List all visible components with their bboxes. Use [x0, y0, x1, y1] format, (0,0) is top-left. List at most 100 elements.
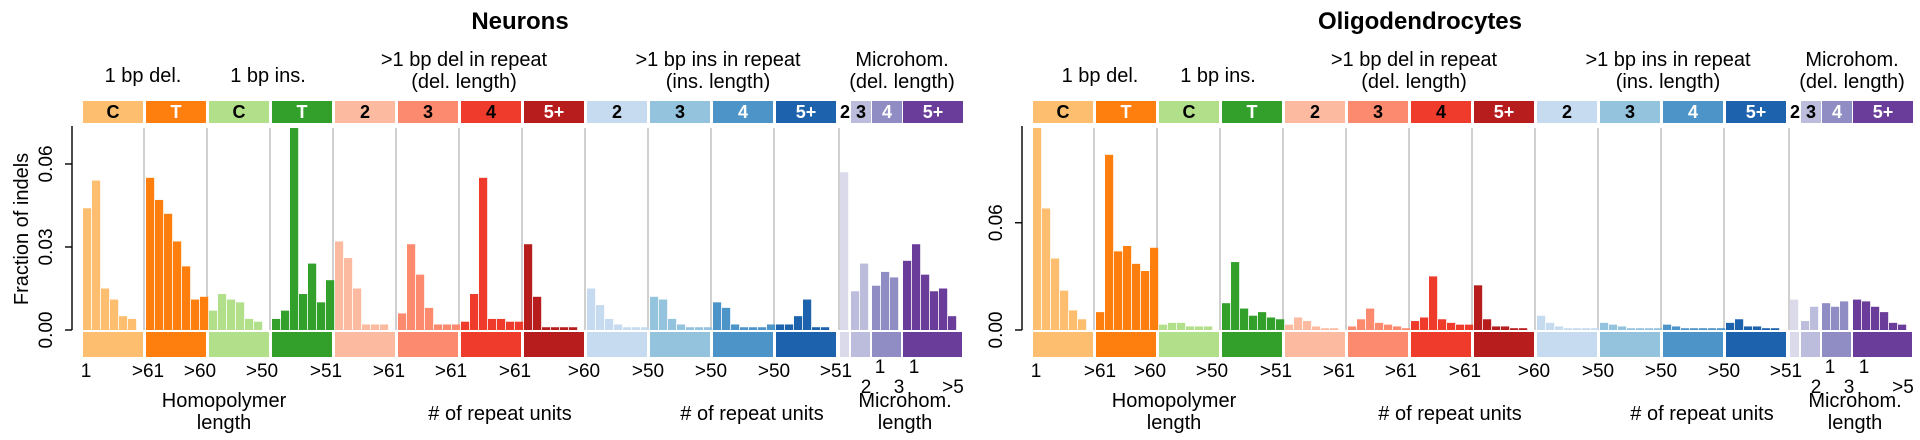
- bar: [803, 299, 812, 330]
- x-tick-label: >50: [1708, 361, 1740, 382]
- category-chip: [335, 101, 395, 123]
- category-chip-label: 5+: [544, 102, 565, 122]
- y-tick-label: 0.06: [36, 145, 57, 182]
- bar: [371, 324, 380, 330]
- bar: [1708, 328, 1717, 330]
- category-chip: [1159, 101, 1219, 123]
- bar: [200, 296, 209, 330]
- category-chip: [524, 101, 584, 123]
- bar: [1898, 324, 1907, 330]
- category-strip: [1663, 332, 1723, 357]
- bar: [1312, 326, 1321, 330]
- bar: [1069, 310, 1078, 330]
- x-tick-label: >50: [246, 361, 278, 382]
- bar: [92, 180, 101, 330]
- mh-tick-label: 1: [1859, 357, 1870, 378]
- bar: [1438, 319, 1447, 330]
- x-axis-label: # of repeat units: [680, 403, 823, 425]
- x-tick-label: >60: [1134, 361, 1166, 382]
- bar: [164, 213, 173, 330]
- bar: [641, 327, 650, 330]
- x-tick-label: >61: [1323, 361, 1355, 382]
- category-strip: [1600, 332, 1660, 357]
- category-chip: [851, 101, 871, 123]
- bar: [1060, 290, 1069, 330]
- x-axis-label: Homopolymer: [162, 390, 287, 412]
- bar: [1717, 328, 1726, 330]
- x-tick-label: >51: [1770, 361, 1802, 382]
- bar: [821, 327, 830, 330]
- bar: [119, 316, 128, 330]
- bar: [1735, 319, 1744, 330]
- x-tick-label: >60: [1518, 361, 1550, 382]
- bar: [1078, 319, 1087, 330]
- category-strip: [1285, 332, 1345, 357]
- x-tick-label: >61: [1084, 361, 1116, 382]
- category-chip-label: 2: [360, 102, 370, 122]
- bar: [1564, 328, 1573, 330]
- bar: [569, 327, 578, 330]
- bar: [1744, 326, 1753, 330]
- bar: [1294, 317, 1303, 330]
- bar: [587, 288, 596, 330]
- category-strip: [146, 332, 206, 357]
- bar: [1222, 303, 1231, 330]
- x-tick-label: >51: [310, 361, 342, 382]
- category-chip: [1285, 101, 1345, 123]
- group-label: 1 bp del.: [1062, 65, 1139, 87]
- x-axis-label: length: [1828, 412, 1883, 434]
- bar: [1600, 322, 1609, 330]
- bar: [524, 244, 533, 330]
- bar: [83, 208, 92, 330]
- category-strip: [1348, 332, 1408, 357]
- bar: [851, 291, 860, 330]
- bar: [1609, 324, 1618, 330]
- x-tick-label: >50: [1196, 361, 1228, 382]
- bar: [677, 324, 686, 330]
- category-strip: [1822, 332, 1851, 357]
- x-axis-label: length: [1147, 412, 1202, 434]
- bar: [1258, 312, 1267, 330]
- bar: [1168, 322, 1177, 330]
- bar: [1663, 324, 1672, 330]
- bar: [362, 324, 371, 330]
- group-label: >1 bp ins in repeat: [1585, 49, 1751, 71]
- bar: [1285, 324, 1294, 330]
- bar: [1429, 276, 1438, 330]
- bar: [794, 316, 803, 330]
- bar: [1591, 328, 1600, 330]
- category-chip-label: T: [1121, 102, 1132, 122]
- bar: [731, 324, 740, 330]
- bar: [101, 288, 110, 330]
- category-chip-label: 2: [612, 102, 622, 122]
- bar: [903, 260, 912, 330]
- category-strip: [524, 332, 584, 357]
- category-chip: [209, 101, 269, 123]
- bar: [1321, 328, 1330, 330]
- bar: [488, 318, 497, 330]
- bar: [335, 241, 344, 330]
- x-tick-label: >61: [499, 361, 531, 382]
- bar: [1871, 306, 1880, 330]
- x-tick-label: >51: [820, 361, 852, 382]
- group-label: (del. length): [411, 71, 517, 93]
- bar: [1822, 303, 1831, 330]
- x-tick-label: >50: [1645, 361, 1677, 382]
- category-chip-label: 4: [486, 102, 496, 122]
- bar: [632, 327, 641, 330]
- bar: [605, 318, 614, 330]
- category-chip-label: 2: [1562, 102, 1572, 122]
- bar: [173, 241, 182, 330]
- bar: [1681, 328, 1690, 330]
- x-tick-label: >50: [632, 361, 664, 382]
- bar: [1889, 322, 1898, 330]
- group-label: 1 bp ins.: [230, 65, 306, 87]
- category-strip: [272, 332, 332, 357]
- category-chip-label: 4: [1688, 102, 1698, 122]
- bar: [425, 307, 434, 330]
- neurons-panel: Neurons 1 bp del. 1 bp ins. >1 bp del in re…: [11, 8, 964, 434]
- group-label: (del. length): [1361, 71, 1467, 93]
- category-strip: [83, 332, 143, 357]
- x-axis-label: Microhom.: [858, 390, 951, 412]
